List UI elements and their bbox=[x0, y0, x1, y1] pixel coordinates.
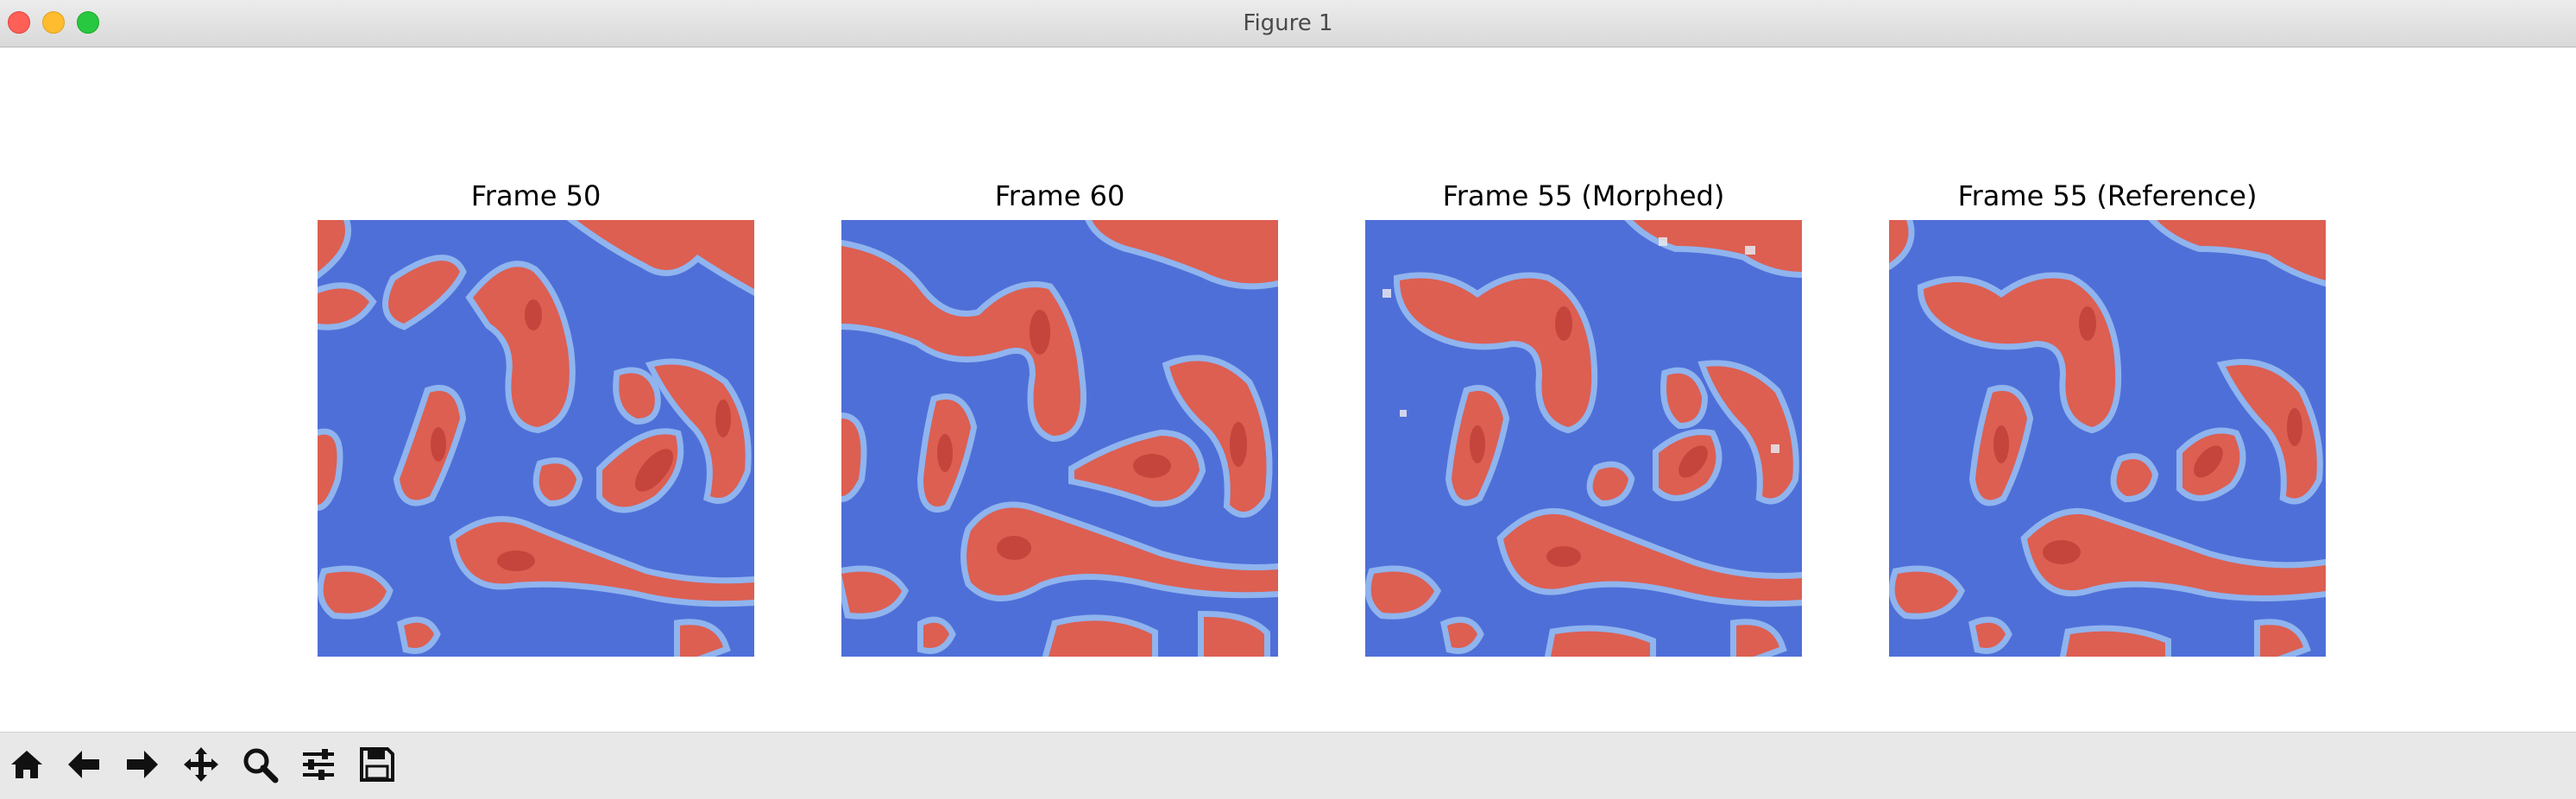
panel-image-frame-60[interactable] bbox=[841, 220, 1278, 657]
navigation-toolbar bbox=[0, 732, 2576, 799]
arrow-left-icon bbox=[68, 751, 99, 778]
panel-image-frame-55-morphed[interactable] bbox=[1365, 220, 1802, 657]
subplots-button[interactable] bbox=[292, 739, 345, 790]
window-title: Figure 1 bbox=[1243, 10, 1333, 36]
pan-button[interactable] bbox=[174, 739, 228, 790]
panel-title-frame-50: Frame 50 bbox=[470, 179, 601, 212]
minimize-button[interactable] bbox=[42, 11, 65, 34]
panel-image-frame-55-reference[interactable] bbox=[1889, 220, 2326, 657]
home-icon bbox=[11, 751, 42, 778]
zoom-button[interactable] bbox=[233, 739, 287, 790]
home-button[interactable] bbox=[0, 739, 54, 790]
arrow-right-icon bbox=[127, 751, 158, 778]
back-button[interactable] bbox=[57, 739, 110, 790]
move-icon bbox=[184, 747, 218, 782]
magnifier-icon bbox=[243, 748, 279, 783]
save-button[interactable] bbox=[350, 739, 404, 790]
panel-title-frame-55-reference: Frame 55 (Reference) bbox=[1957, 179, 2258, 212]
floppy-disk-icon bbox=[360, 747, 394, 782]
panel-title-frame-55-morphed: Frame 55 (Morphed) bbox=[1442, 179, 1725, 212]
panel-image-frame-50[interactable] bbox=[318, 220, 754, 657]
figure-canvas[interactable]: Frame 50 Frame 60 Frame 55 (Morphed) Fra… bbox=[0, 47, 2576, 731]
close-button[interactable] bbox=[8, 11, 30, 34]
forward-button[interactable] bbox=[116, 739, 169, 790]
maximize-button[interactable] bbox=[77, 11, 99, 34]
sliders-icon bbox=[303, 749, 334, 780]
panel-title-frame-60: Frame 60 bbox=[994, 179, 1125, 212]
title-bar[interactable]: Figure 1 bbox=[0, 0, 2576, 47]
